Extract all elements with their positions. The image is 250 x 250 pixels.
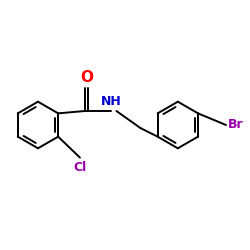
Text: O: O [80, 70, 93, 84]
Text: NH: NH [101, 95, 121, 108]
Text: Cl: Cl [73, 161, 86, 174]
Text: Br: Br [228, 118, 243, 132]
